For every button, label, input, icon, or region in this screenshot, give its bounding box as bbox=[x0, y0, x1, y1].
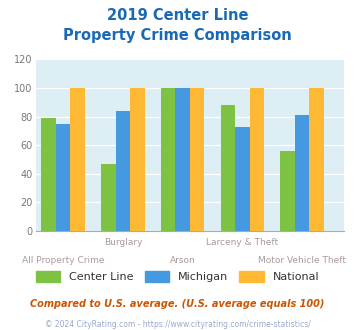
Bar bbox=[101, 164, 116, 231]
Text: Arson: Arson bbox=[170, 256, 196, 265]
Bar bbox=[175, 88, 190, 231]
Text: Compared to U.S. average. (U.S. average equals 100): Compared to U.S. average. (U.S. average … bbox=[30, 299, 325, 309]
Text: Burglary: Burglary bbox=[104, 238, 142, 247]
Bar bbox=[220, 105, 235, 231]
Bar bbox=[56, 124, 70, 231]
Text: © 2024 CityRating.com - https://www.cityrating.com/crime-statistics/: © 2024 CityRating.com - https://www.city… bbox=[45, 320, 310, 329]
Bar bbox=[41, 118, 56, 231]
Bar bbox=[70, 88, 85, 231]
Text: 2019 Center Line: 2019 Center Line bbox=[107, 8, 248, 23]
Bar bbox=[310, 88, 324, 231]
Bar bbox=[235, 127, 250, 231]
Bar bbox=[295, 115, 310, 231]
Legend: Center Line, Michigan, National: Center Line, Michigan, National bbox=[36, 271, 319, 282]
Bar bbox=[161, 88, 175, 231]
Bar bbox=[116, 111, 130, 231]
Bar bbox=[250, 88, 264, 231]
Bar bbox=[190, 88, 204, 231]
Text: Larceny & Theft: Larceny & Theft bbox=[206, 238, 278, 247]
Text: All Property Crime: All Property Crime bbox=[22, 256, 104, 265]
Bar bbox=[280, 151, 295, 231]
Text: Property Crime Comparison: Property Crime Comparison bbox=[63, 28, 292, 43]
Bar bbox=[130, 88, 145, 231]
Text: Motor Vehicle Theft: Motor Vehicle Theft bbox=[258, 256, 346, 265]
